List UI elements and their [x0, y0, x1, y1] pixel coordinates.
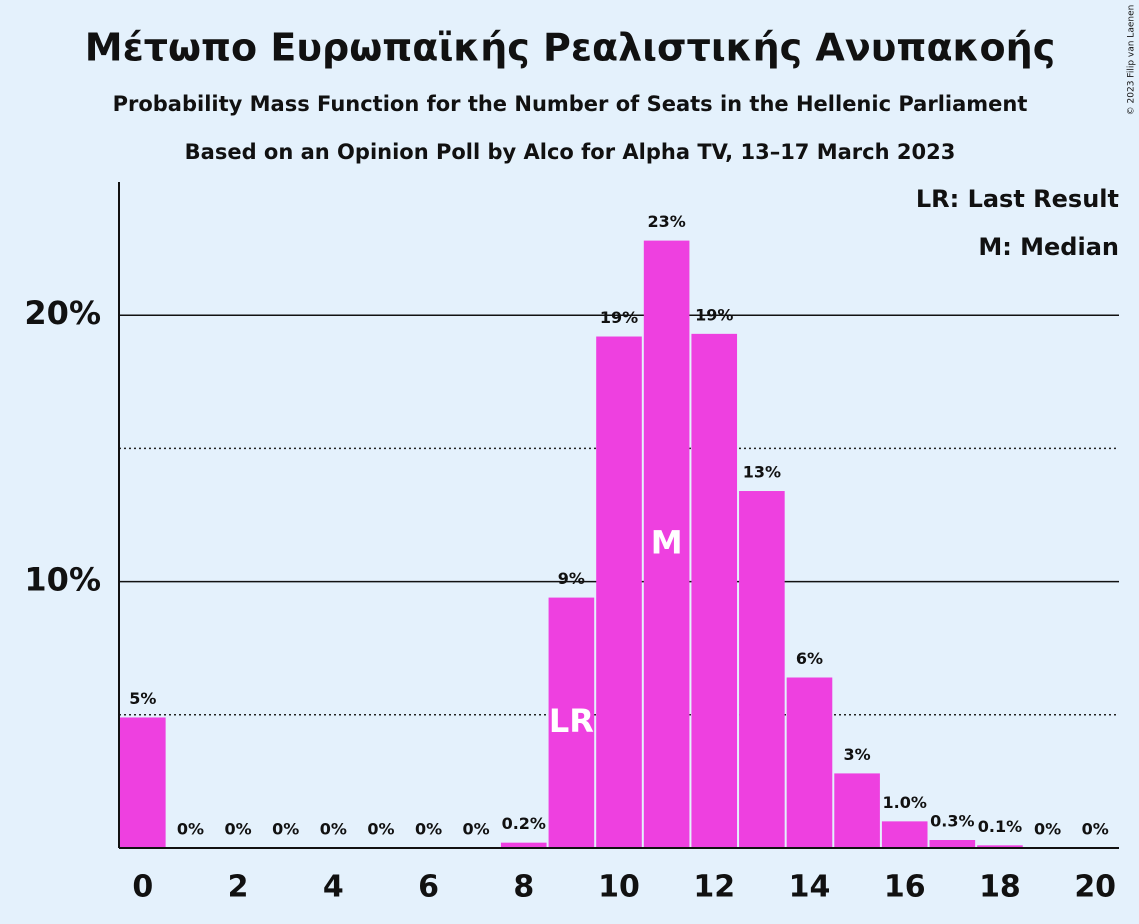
y-tick-label: 20%: [24, 294, 101, 332]
x-tick-label: 10: [598, 870, 640, 905]
x-tick-label: 16: [884, 870, 926, 905]
annotation: M: [651, 523, 683, 561]
value-label: 1.0%: [883, 793, 927, 812]
bar: [548, 597, 595, 848]
bar: [691, 333, 738, 848]
value-label: 5%: [129, 689, 156, 708]
chart-title: Μέτωπο Ευρωπαϊκής Ρεαλιστικής Ανυπακοής: [85, 26, 1055, 70]
value-label: 9%: [558, 569, 585, 588]
value-label: 0%: [1082, 820, 1109, 839]
x-tick-label: 0: [132, 870, 153, 905]
value-label: 0%: [224, 820, 251, 839]
x-tick-label: 6: [418, 870, 439, 905]
value-label: 3%: [844, 745, 871, 764]
bar: [596, 336, 642, 848]
value-label: 0%: [272, 820, 299, 839]
y-tick-label: 10%: [24, 561, 101, 599]
x-tick-label: 18: [979, 870, 1021, 905]
bar: [500, 842, 547, 848]
value-label: 0%: [367, 820, 394, 839]
value-label: 19%: [600, 308, 638, 327]
bar: [977, 845, 1023, 848]
bar: [120, 717, 166, 848]
x-tick-label: 2: [228, 870, 249, 905]
bar: [834, 773, 880, 848]
annotation: LR: [549, 702, 594, 740]
bar: [881, 821, 928, 848]
value-label: 0.1%: [978, 817, 1022, 836]
value-label: 13%: [743, 463, 781, 482]
chart-subtitle: Based on an Opinion Poll by Alco for Alp…: [185, 140, 956, 164]
bar: [739, 491, 785, 848]
value-label: 0.2%: [502, 814, 546, 833]
value-label: 0.3%: [930, 812, 974, 831]
bar: [786, 677, 833, 848]
copyright: © 2023 Filip van Laenen: [1127, 5, 1137, 116]
bar: [643, 240, 690, 848]
value-label: 23%: [647, 212, 685, 231]
value-label: 6%: [796, 649, 823, 668]
bar: [929, 840, 976, 848]
x-tick-label: 14: [789, 870, 831, 905]
value-label: 0%: [415, 820, 442, 839]
value-label: 0%: [463, 820, 490, 839]
legend-entry: M: Median: [978, 233, 1119, 261]
x-tick-label: 8: [513, 870, 534, 905]
value-label: 0%: [177, 820, 204, 839]
value-label: 0%: [1034, 820, 1061, 839]
value-label: 0%: [320, 820, 347, 839]
legend-entry: LR: Last Result: [916, 185, 1119, 213]
x-tick-label: 4: [323, 870, 344, 905]
value-label: 19%: [695, 305, 733, 324]
chart-subtitle: Probability Mass Function for the Number…: [113, 92, 1028, 116]
x-tick-label: 20: [1074, 870, 1116, 905]
x-tick-label: 12: [693, 870, 735, 905]
